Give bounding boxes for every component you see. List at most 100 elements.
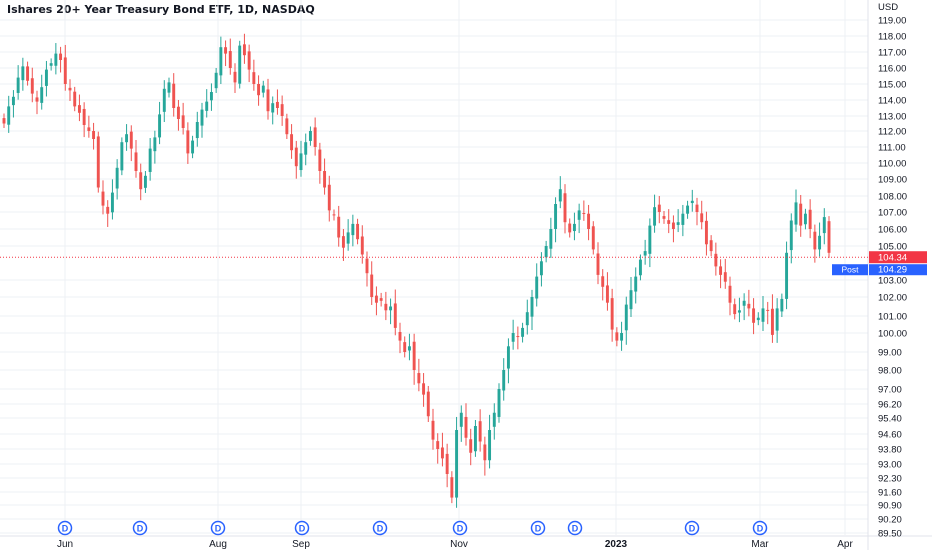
dividend-marker-label: D [377, 524, 384, 534]
candle-body [45, 70, 48, 86]
candle-body [785, 253, 788, 299]
candle-body [441, 448, 444, 459]
candle-body [498, 389, 501, 417]
post-label: Post [841, 265, 859, 275]
candle-body [347, 232, 350, 243]
y-tick-label: 109.00 [878, 175, 907, 186]
candle-body [653, 207, 656, 225]
candle-body [747, 304, 750, 309]
candle-body [639, 260, 642, 276]
candle-body [436, 441, 439, 449]
y-tick-label: 119.00 [878, 16, 906, 27]
candle-body [795, 202, 798, 224]
y-tick-label: 110.00 [878, 159, 906, 170]
candle-body [139, 172, 142, 189]
candle-body [729, 286, 732, 303]
candle-body [54, 54, 57, 66]
y-tick-label: 118.00 [878, 32, 906, 43]
y-tick-label: 115.00 [878, 80, 906, 91]
candle-body [314, 127, 317, 147]
candle-body [568, 224, 571, 233]
candle-body [394, 303, 397, 327]
candle-body [290, 134, 293, 150]
y-tick-label: 92.30 [878, 474, 902, 485]
candle-body [356, 224, 359, 239]
x-tick-label: Sep [292, 539, 310, 550]
y-tick-label: 90.90 [878, 501, 902, 512]
candle-body [752, 308, 755, 322]
candle-body [384, 304, 387, 310]
candle-body [686, 206, 689, 214]
candle-body [700, 213, 703, 222]
candle-body [422, 383, 425, 394]
candle-body [564, 193, 567, 222]
x-tick-label: 2023 [605, 539, 628, 550]
candle-body [366, 259, 369, 274]
y-tick-label: 106.00 [878, 225, 907, 236]
dividend-marker-label: D [689, 524, 696, 534]
candle-body [304, 142, 307, 154]
candle-body [257, 84, 260, 95]
candle-body [450, 477, 453, 497]
candle-body [3, 118, 6, 123]
y-tick-label: 112.00 [878, 127, 906, 138]
candle-body [427, 392, 430, 417]
candle-body [116, 168, 119, 189]
y-tick-label: 116.00 [878, 64, 906, 75]
candle-body [658, 205, 661, 212]
y-tick-label: 100.00 [878, 329, 907, 340]
candle-body [483, 445, 486, 461]
candle-body [705, 221, 708, 244]
candle-body [479, 421, 482, 441]
candle-body [238, 46, 241, 84]
candle-body [219, 47, 222, 75]
candle-body [17, 78, 20, 93]
candle-body [7, 106, 10, 124]
candle-body [799, 204, 802, 226]
candle-body [681, 214, 684, 225]
candle-body [417, 373, 420, 383]
candle-body [667, 220, 670, 224]
candle-body [738, 310, 741, 312]
y-tick-label: 111.00 [878, 143, 906, 154]
candle-body [611, 298, 614, 329]
candle-body [554, 204, 557, 229]
candle-body [601, 276, 604, 287]
candle-body [474, 426, 477, 451]
candle-body [625, 305, 628, 331]
candle-body [243, 44, 246, 55]
candle-body [771, 309, 774, 335]
candle-body [507, 346, 510, 368]
candle-body [106, 207, 109, 214]
candle-body [408, 346, 411, 350]
candle-body [615, 332, 618, 340]
candle-body [493, 413, 496, 427]
candle-body [432, 421, 435, 440]
y-tick-label: 99.00 [878, 348, 902, 359]
y-tick-label: 103.00 [878, 276, 907, 287]
candle-body [59, 54, 62, 60]
candle-body [130, 132, 133, 149]
y-tick-label: 93.80 [878, 445, 902, 456]
candle-body [182, 115, 185, 128]
candle-body [267, 89, 270, 111]
dividend-marker-label: D [62, 524, 69, 534]
candle-body [285, 118, 288, 134]
candle-body [526, 312, 529, 325]
candle-body [186, 130, 189, 153]
candle-body [318, 150, 321, 171]
candle-body [559, 189, 562, 201]
candle-body [535, 277, 538, 299]
y-tick-label: 97.00 [878, 385, 902, 396]
candle-body [201, 110, 204, 126]
candle-body [69, 88, 72, 91]
candle-body [573, 224, 576, 231]
x-tick-label: Jun [57, 539, 73, 550]
candle-body [465, 417, 468, 438]
y-tick-label: 96.20 [878, 400, 902, 411]
candle-body [50, 63, 53, 66]
candle-body [502, 370, 505, 391]
candle-body [762, 308, 765, 321]
candle-body [215, 73, 218, 88]
